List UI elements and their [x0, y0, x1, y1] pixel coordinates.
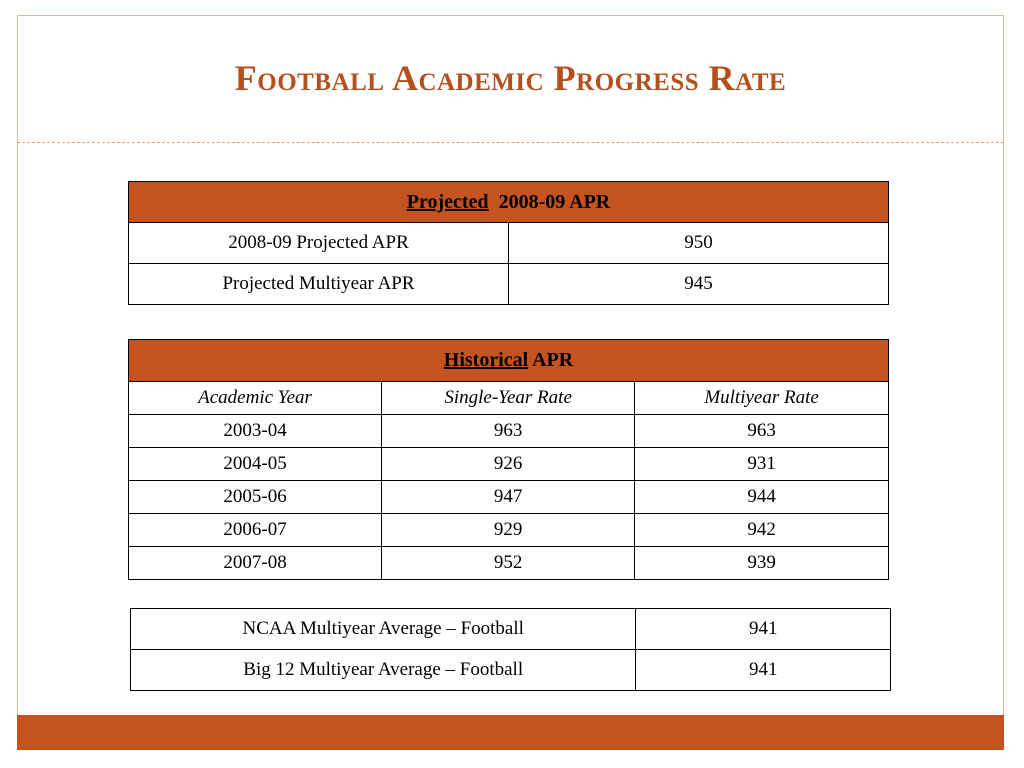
table-row: Big 12 Multiyear Average – Football 941: [129, 649, 891, 691]
table-row: 2007-08 952 939: [127, 546, 889, 580]
table-row: 2004-05 926 931: [127, 447, 889, 481]
table-row: Projected Multiyear APR 945: [128, 263, 889, 305]
column-header-academic-year: Academic Year: [127, 381, 383, 415]
historical-apr-table: Historical APR Academic Year Single-Year…: [127, 339, 889, 580]
projected-row-label: 2008-09 Projected APR: [128, 222, 509, 264]
multiyear-cell: 963: [634, 414, 889, 448]
year-cell: 2003-04: [127, 414, 383, 448]
historical-header-underlined: Historical: [443, 349, 529, 371]
projected-row-value: 945: [508, 263, 889, 305]
single-year-cell: 947: [381, 480, 636, 514]
table-row: 2008-09 Projected APR 950: [128, 222, 889, 264]
table-row: 2006-07 929 942: [127, 513, 889, 547]
projected-apr-table: Projected 2008-09 APR 2008-09 Projected …: [128, 181, 889, 305]
projected-header-underlined: Projected: [406, 190, 489, 213]
year-cell: 2004-05: [127, 447, 383, 481]
multiyear-cell: 939: [634, 546, 889, 580]
projected-header-rest: 2008-09 APR: [498, 190, 611, 213]
single-year-cell: 926: [381, 447, 636, 481]
table-row: 2003-04 963 963: [127, 414, 889, 448]
average-label: NCAA Multiyear Average – Football: [129, 608, 637, 650]
column-header-multiyear-rate: Multiyear Rate: [634, 381, 889, 415]
average-value: 941: [635, 608, 891, 650]
column-header-single-year-rate: Single-Year Rate: [381, 381, 636, 415]
single-year-cell: 929: [381, 513, 636, 547]
single-year-cell: 963: [381, 414, 636, 448]
projected-header: Projected 2008-09 APR: [128, 181, 889, 223]
multiyear-cell: 942: [634, 513, 889, 547]
single-year-cell: 952: [381, 546, 636, 580]
projected-row-label: Projected Multiyear APR: [128, 263, 509, 305]
title-divider: [17, 142, 1004, 143]
footer-bar: [17, 715, 1004, 750]
year-cell: 2005-06: [127, 480, 383, 514]
historical-header-rest: APR: [532, 349, 574, 371]
multiyear-cell: 931: [634, 447, 889, 481]
averages-table: NCAA Multiyear Average – Football 941 Bi…: [129, 608, 891, 691]
column-header-row: Academic Year Single-Year Rate Multiyear…: [127, 381, 889, 415]
table-row: 2005-06 947 944: [127, 480, 889, 514]
year-cell: 2006-07: [127, 513, 383, 547]
historical-header: Historical APR: [128, 339, 889, 382]
slide-title: Football Academic Progress Rate: [234, 58, 787, 98]
average-label: Big 12 Multiyear Average – Football: [129, 649, 637, 691]
multiyear-cell: 944: [634, 480, 889, 514]
year-cell: 2007-08: [127, 546, 383, 580]
projected-row-value: 950: [508, 222, 889, 264]
table-row: NCAA Multiyear Average – Football 941: [129, 608, 891, 650]
average-value: 941: [635, 649, 891, 691]
